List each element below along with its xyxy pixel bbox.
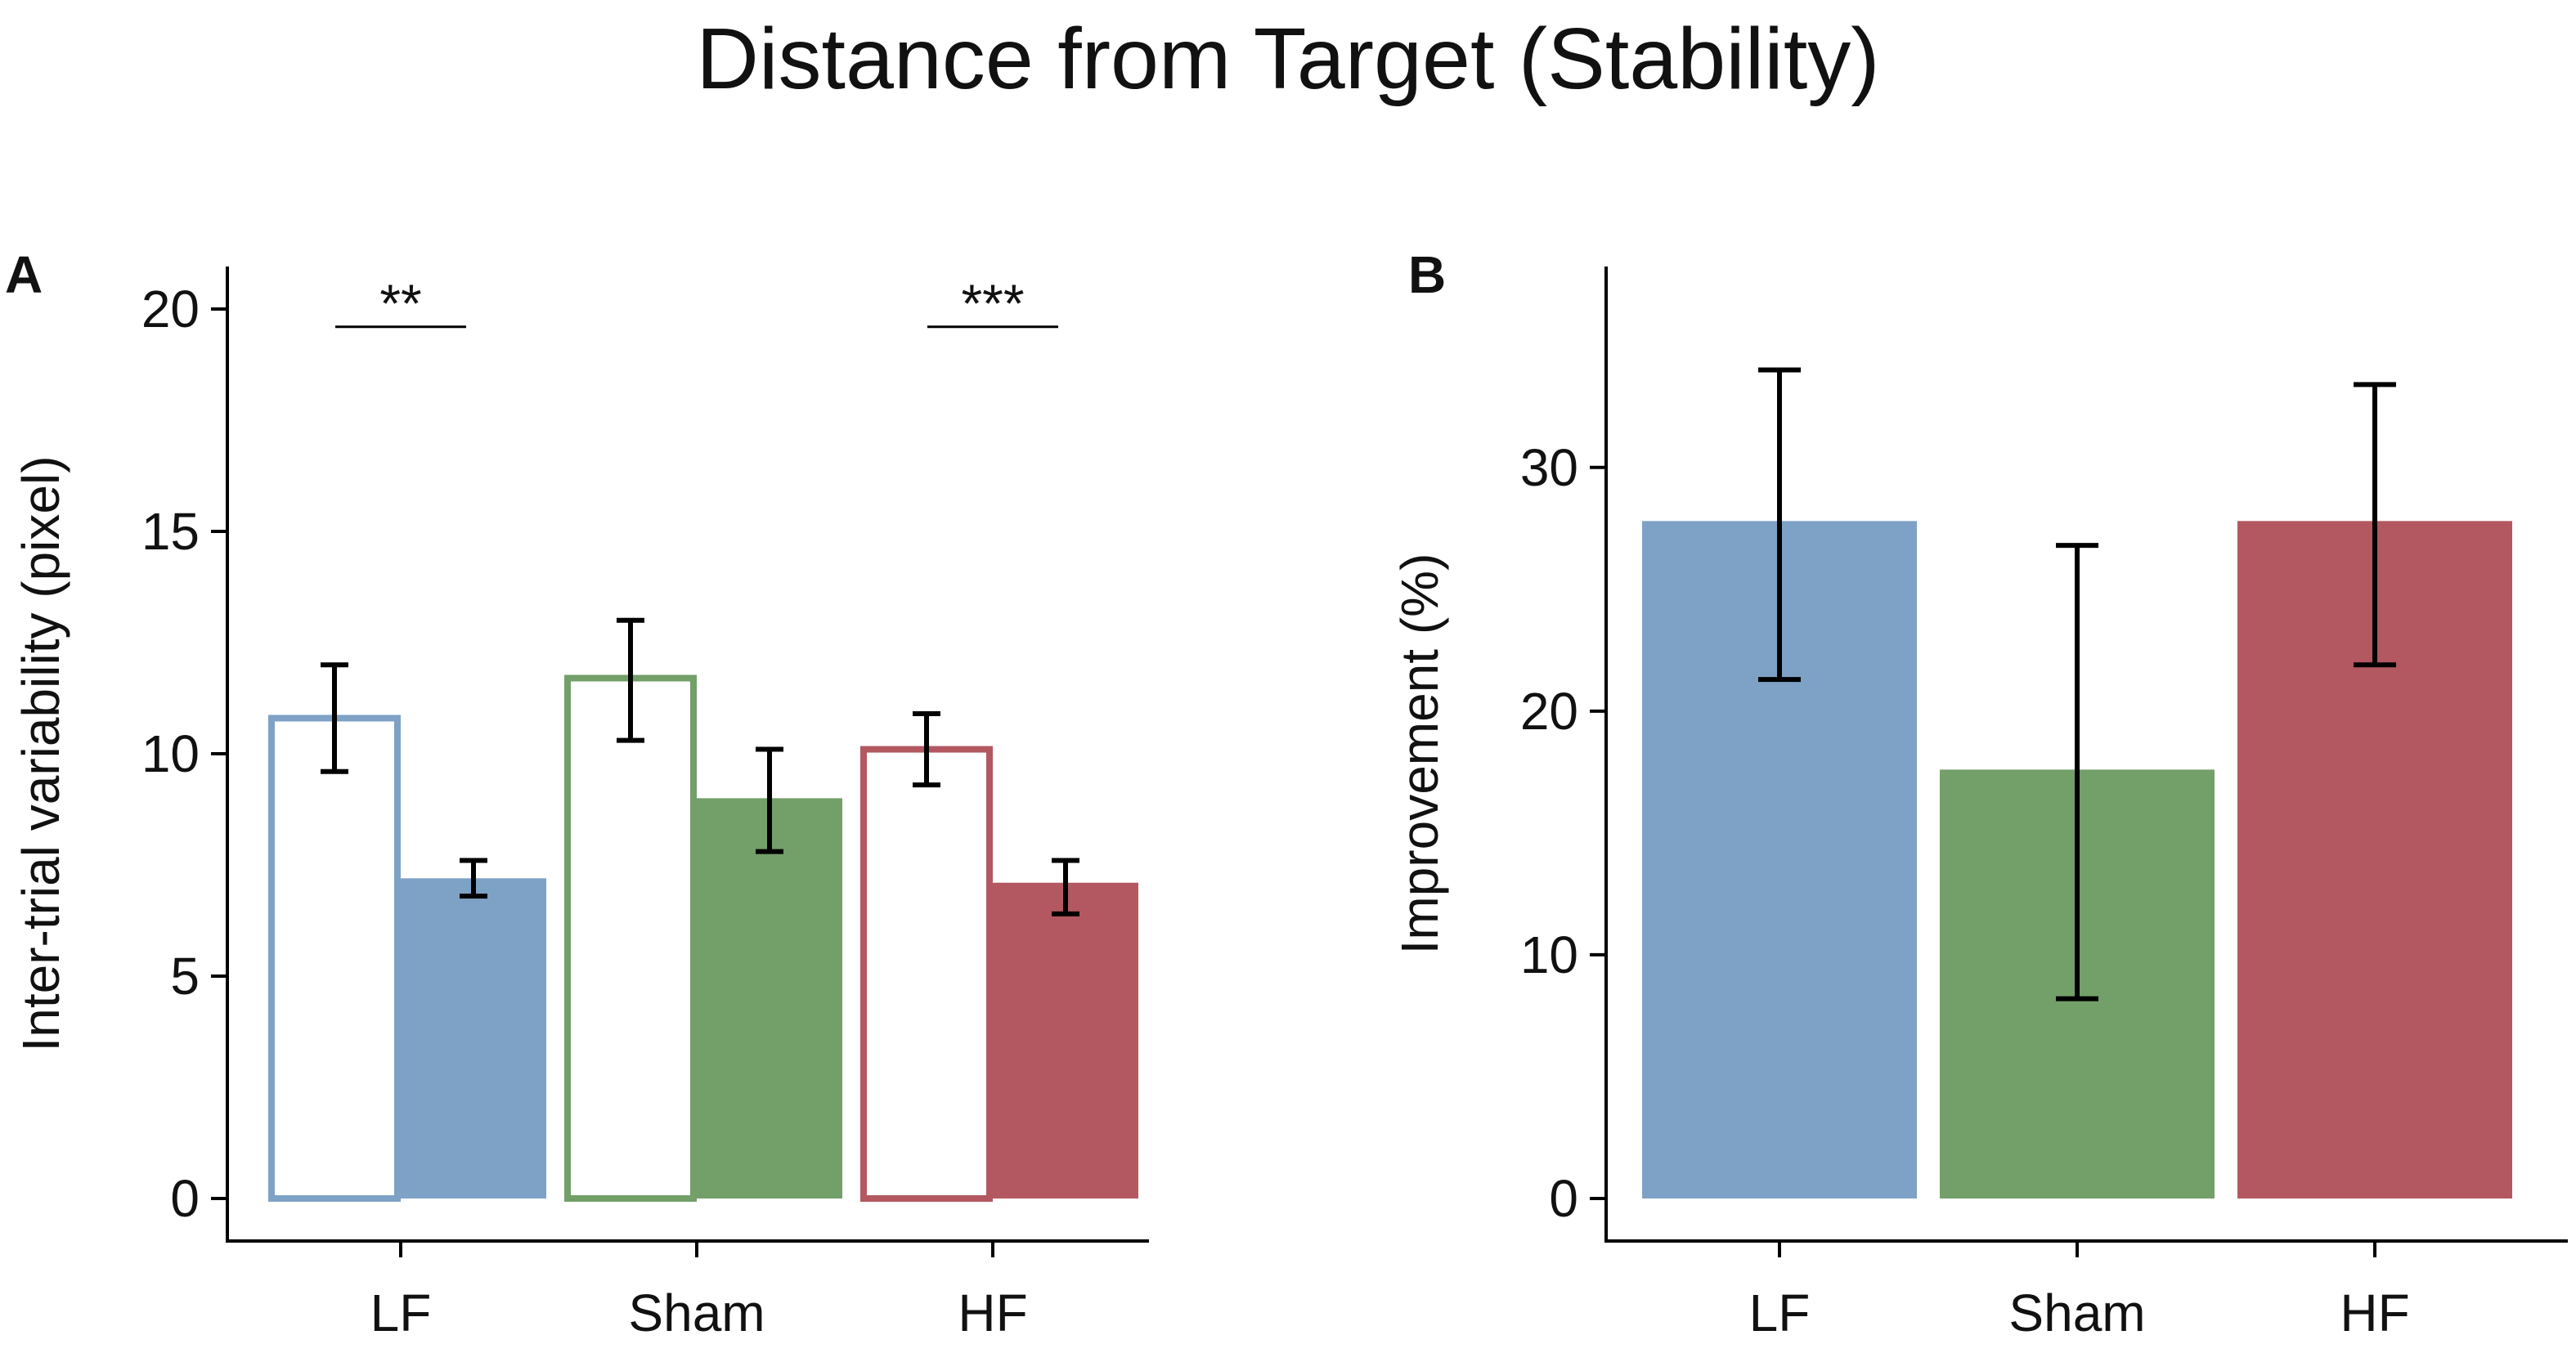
error-bar-post-sham xyxy=(756,746,783,854)
error-bar-post-lf xyxy=(460,858,487,899)
error-bar-lf xyxy=(1758,367,1801,683)
panel-a-x-tick-label: HF xyxy=(958,1284,1027,1342)
panel-a-y-axis-label: Inter-trial variability (pixel) xyxy=(11,455,70,1051)
error-bar-pre-lf xyxy=(321,662,348,774)
error-bar-sham xyxy=(2056,543,2098,1001)
panel-b-y-axis-label: Improvement (%) xyxy=(1390,553,1449,955)
panel-a-y-tick-label: 15 xyxy=(141,502,200,561)
panel-b-plot-area: 0 10 20 30 LF Sham HF xyxy=(1520,367,2512,1342)
panel-a-y-tick-label: 0 xyxy=(170,1169,200,1228)
panel-b-y-tick-label: 30 xyxy=(1520,438,1578,497)
panel-b: B Improvement (%) 0 10 20 30 LF Sham HF xyxy=(1390,245,2568,1342)
panel-b-x-tick-label: HF xyxy=(2340,1284,2409,1342)
error-bar-hf xyxy=(2354,382,2396,668)
panel-a-y-tick-label: 5 xyxy=(170,947,200,1006)
error-bar-pre-hf xyxy=(913,711,940,788)
panel-a-x-tick-label: Sham xyxy=(628,1284,765,1342)
error-bar-post-hf xyxy=(1052,858,1079,916)
panel-a: A Inter-trial variability (pixel) 0 5 10 15… xyxy=(5,245,1149,1342)
panel-a-label: A xyxy=(5,245,43,304)
panel-b-x-tick-label: LF xyxy=(1749,1284,1811,1342)
bar-post-lf xyxy=(401,878,546,1198)
panel-b-label: B xyxy=(1408,245,1446,304)
bar-pre-lf xyxy=(268,715,401,1202)
panel-a-y-tick-label: 20 xyxy=(141,280,200,338)
panel-b-x-tick-label: Sham xyxy=(2008,1284,2145,1342)
bar-post-sham xyxy=(697,798,842,1198)
panel-a-y-tick-label: 10 xyxy=(141,724,200,783)
error-bar-pre-sham xyxy=(617,617,644,743)
significance-label-hf: *** xyxy=(961,273,1024,334)
figure-title: Distance from Target (Stability) xyxy=(696,11,1879,107)
panel-b-y-tick-label: 0 xyxy=(1549,1169,1578,1228)
panel-a-x-tick-label: LF xyxy=(370,1284,432,1342)
panel-b-y-tick-label: 10 xyxy=(1520,925,1578,984)
panel-b-y-tick-label: 20 xyxy=(1520,682,1578,741)
bar-pre-hf xyxy=(860,746,993,1202)
bar-pre-sham xyxy=(564,674,697,1202)
bar-post-hf xyxy=(993,882,1138,1198)
significance-label-lf: ** xyxy=(379,273,421,334)
